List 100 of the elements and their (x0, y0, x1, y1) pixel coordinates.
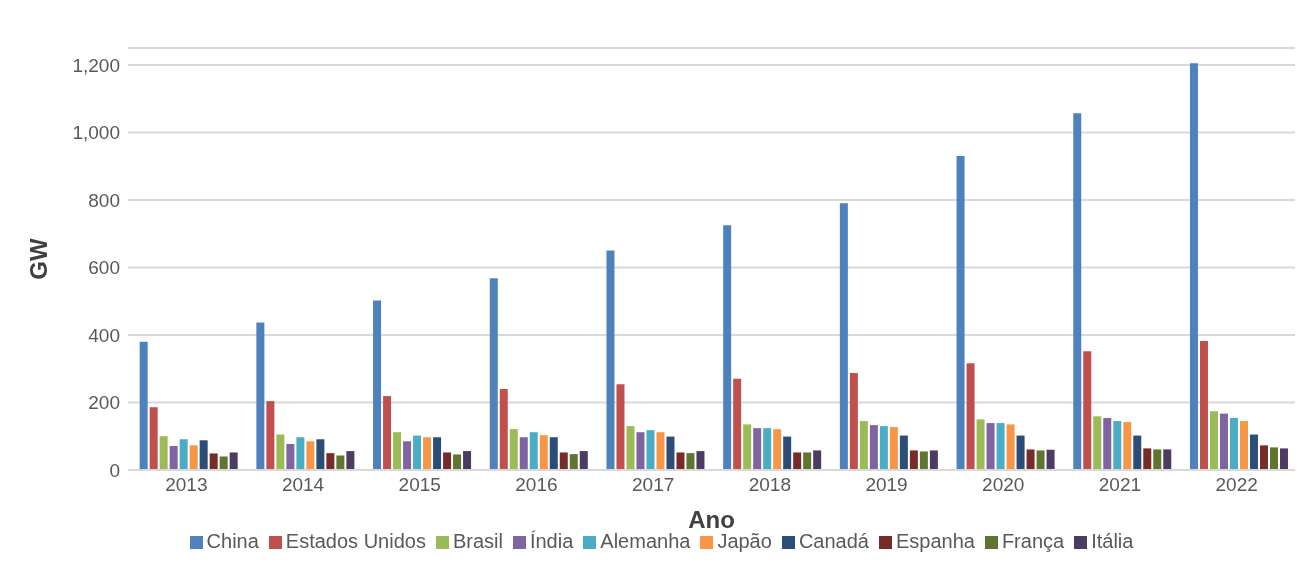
bar (1219, 413, 1228, 470)
bar (179, 439, 188, 470)
bar (539, 435, 548, 470)
x-tick-label: 2016 (515, 474, 558, 496)
bar (783, 436, 792, 470)
x-tick-label: 2014 (281, 474, 325, 496)
bar (286, 444, 295, 470)
bar (1143, 448, 1152, 470)
bar (1199, 341, 1208, 470)
y-tick-label: 200 (88, 392, 120, 414)
bar (793, 452, 802, 470)
bar (1123, 422, 1132, 470)
bar (986, 423, 995, 470)
bar (1279, 448, 1288, 470)
bar (626, 426, 635, 470)
bar (1133, 435, 1142, 470)
bar (996, 423, 1005, 470)
bar (909, 450, 918, 470)
legend-label: Canadá (798, 530, 869, 552)
bar (606, 250, 615, 470)
bar (413, 435, 422, 470)
bar (509, 429, 518, 470)
bar (463, 451, 472, 470)
bar (966, 363, 975, 470)
y-axis-title: GW (24, 238, 52, 280)
bar (149, 407, 158, 470)
bar (743, 424, 752, 470)
bar (159, 436, 168, 470)
bar (686, 453, 695, 470)
y-tick-label: 400 (88, 324, 120, 346)
bar (1259, 445, 1268, 470)
bar (139, 341, 148, 470)
bar (229, 452, 238, 470)
bar (403, 441, 412, 470)
bar (666, 436, 675, 470)
bar (1269, 447, 1278, 470)
bar (1163, 449, 1172, 470)
x-tick-label: 2015 (398, 474, 441, 496)
bar (433, 437, 442, 470)
bar (373, 300, 382, 470)
legend-label: Estados Unidos (285, 530, 426, 552)
bar (733, 378, 742, 470)
bar (423, 437, 432, 470)
bar (849, 373, 858, 470)
bar (763, 428, 772, 470)
legend-label: China (206, 530, 259, 552)
bar (569, 454, 578, 470)
bar (1093, 416, 1102, 470)
y-tick-label: 1,000 (72, 122, 120, 144)
bar (859, 421, 868, 470)
x-tick-label: 2017 (632, 474, 675, 496)
bar (646, 430, 655, 470)
bar (696, 451, 705, 470)
bar (219, 456, 228, 470)
bar (336, 455, 345, 470)
bar (489, 278, 498, 470)
bar (1209, 411, 1218, 470)
bar (326, 453, 335, 470)
bar (1073, 113, 1082, 470)
bar (919, 451, 928, 470)
bar (929, 450, 938, 470)
bar (1006, 424, 1015, 470)
bar (839, 203, 848, 470)
bar (976, 419, 985, 470)
bar (1239, 421, 1248, 470)
bar (1046, 449, 1055, 470)
bar (256, 322, 265, 470)
legend-label: Japão (717, 530, 772, 552)
bar (656, 432, 665, 470)
bar (899, 435, 908, 470)
bar (393, 432, 402, 470)
x-tick-label: 2020 (982, 474, 1025, 496)
legend-label: Índia (529, 530, 574, 552)
legend-label: França (1001, 530, 1065, 552)
bar (1189, 63, 1198, 470)
bar (499, 388, 508, 470)
bar (209, 453, 218, 470)
bar (199, 440, 208, 470)
bar (753, 428, 762, 470)
bar (1036, 450, 1045, 470)
x-tick-label: 2022 (1215, 474, 1258, 496)
bar (1249, 434, 1258, 470)
legend-label: Itália (1091, 530, 1134, 552)
bar (1229, 418, 1238, 470)
y-tick-label: 0 (109, 459, 120, 481)
bar (879, 426, 888, 470)
legend-label: Brasil (452, 530, 503, 552)
legend-label: Alemanha (600, 530, 691, 552)
bar (453, 454, 462, 470)
bar (443, 452, 452, 470)
y-tick-label: 600 (88, 257, 120, 279)
x-tick-label: 2013 (165, 474, 208, 496)
x-tick-label: 2021 (1098, 474, 1142, 496)
bar (579, 451, 588, 470)
x-tick-label: 2019 (865, 474, 908, 496)
legend-label: Espanha (895, 530, 975, 552)
bar (346, 451, 355, 470)
bar (889, 427, 898, 470)
bar (869, 425, 878, 470)
bar (316, 439, 325, 470)
